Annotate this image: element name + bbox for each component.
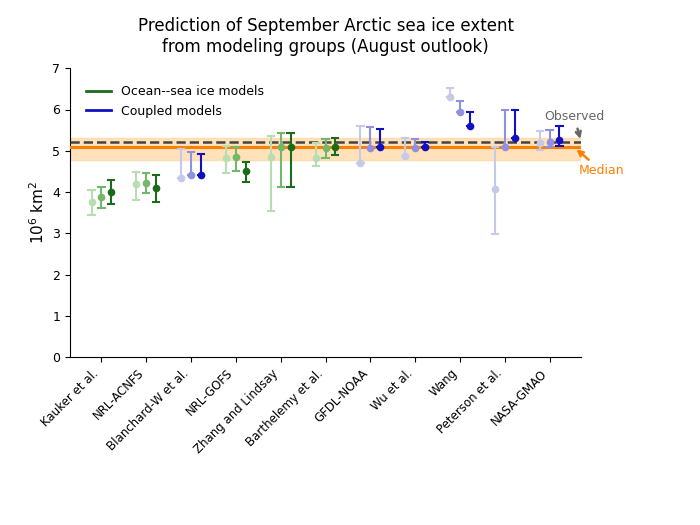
Text: Median: Median	[578, 151, 624, 177]
Bar	[70, 139, 581, 160]
Text: Observed: Observed	[544, 110, 604, 136]
Title: Prediction of September Arctic sea ice extent
from modeling groups (August outlo: Prediction of September Arctic sea ice e…	[137, 17, 514, 56]
Legend: Ocean--sea ice models, Coupled models: Ocean--sea ice models, Coupled models	[81, 80, 270, 122]
Y-axis label: $10^6$ km$^2$: $10^6$ km$^2$	[28, 181, 47, 244]
